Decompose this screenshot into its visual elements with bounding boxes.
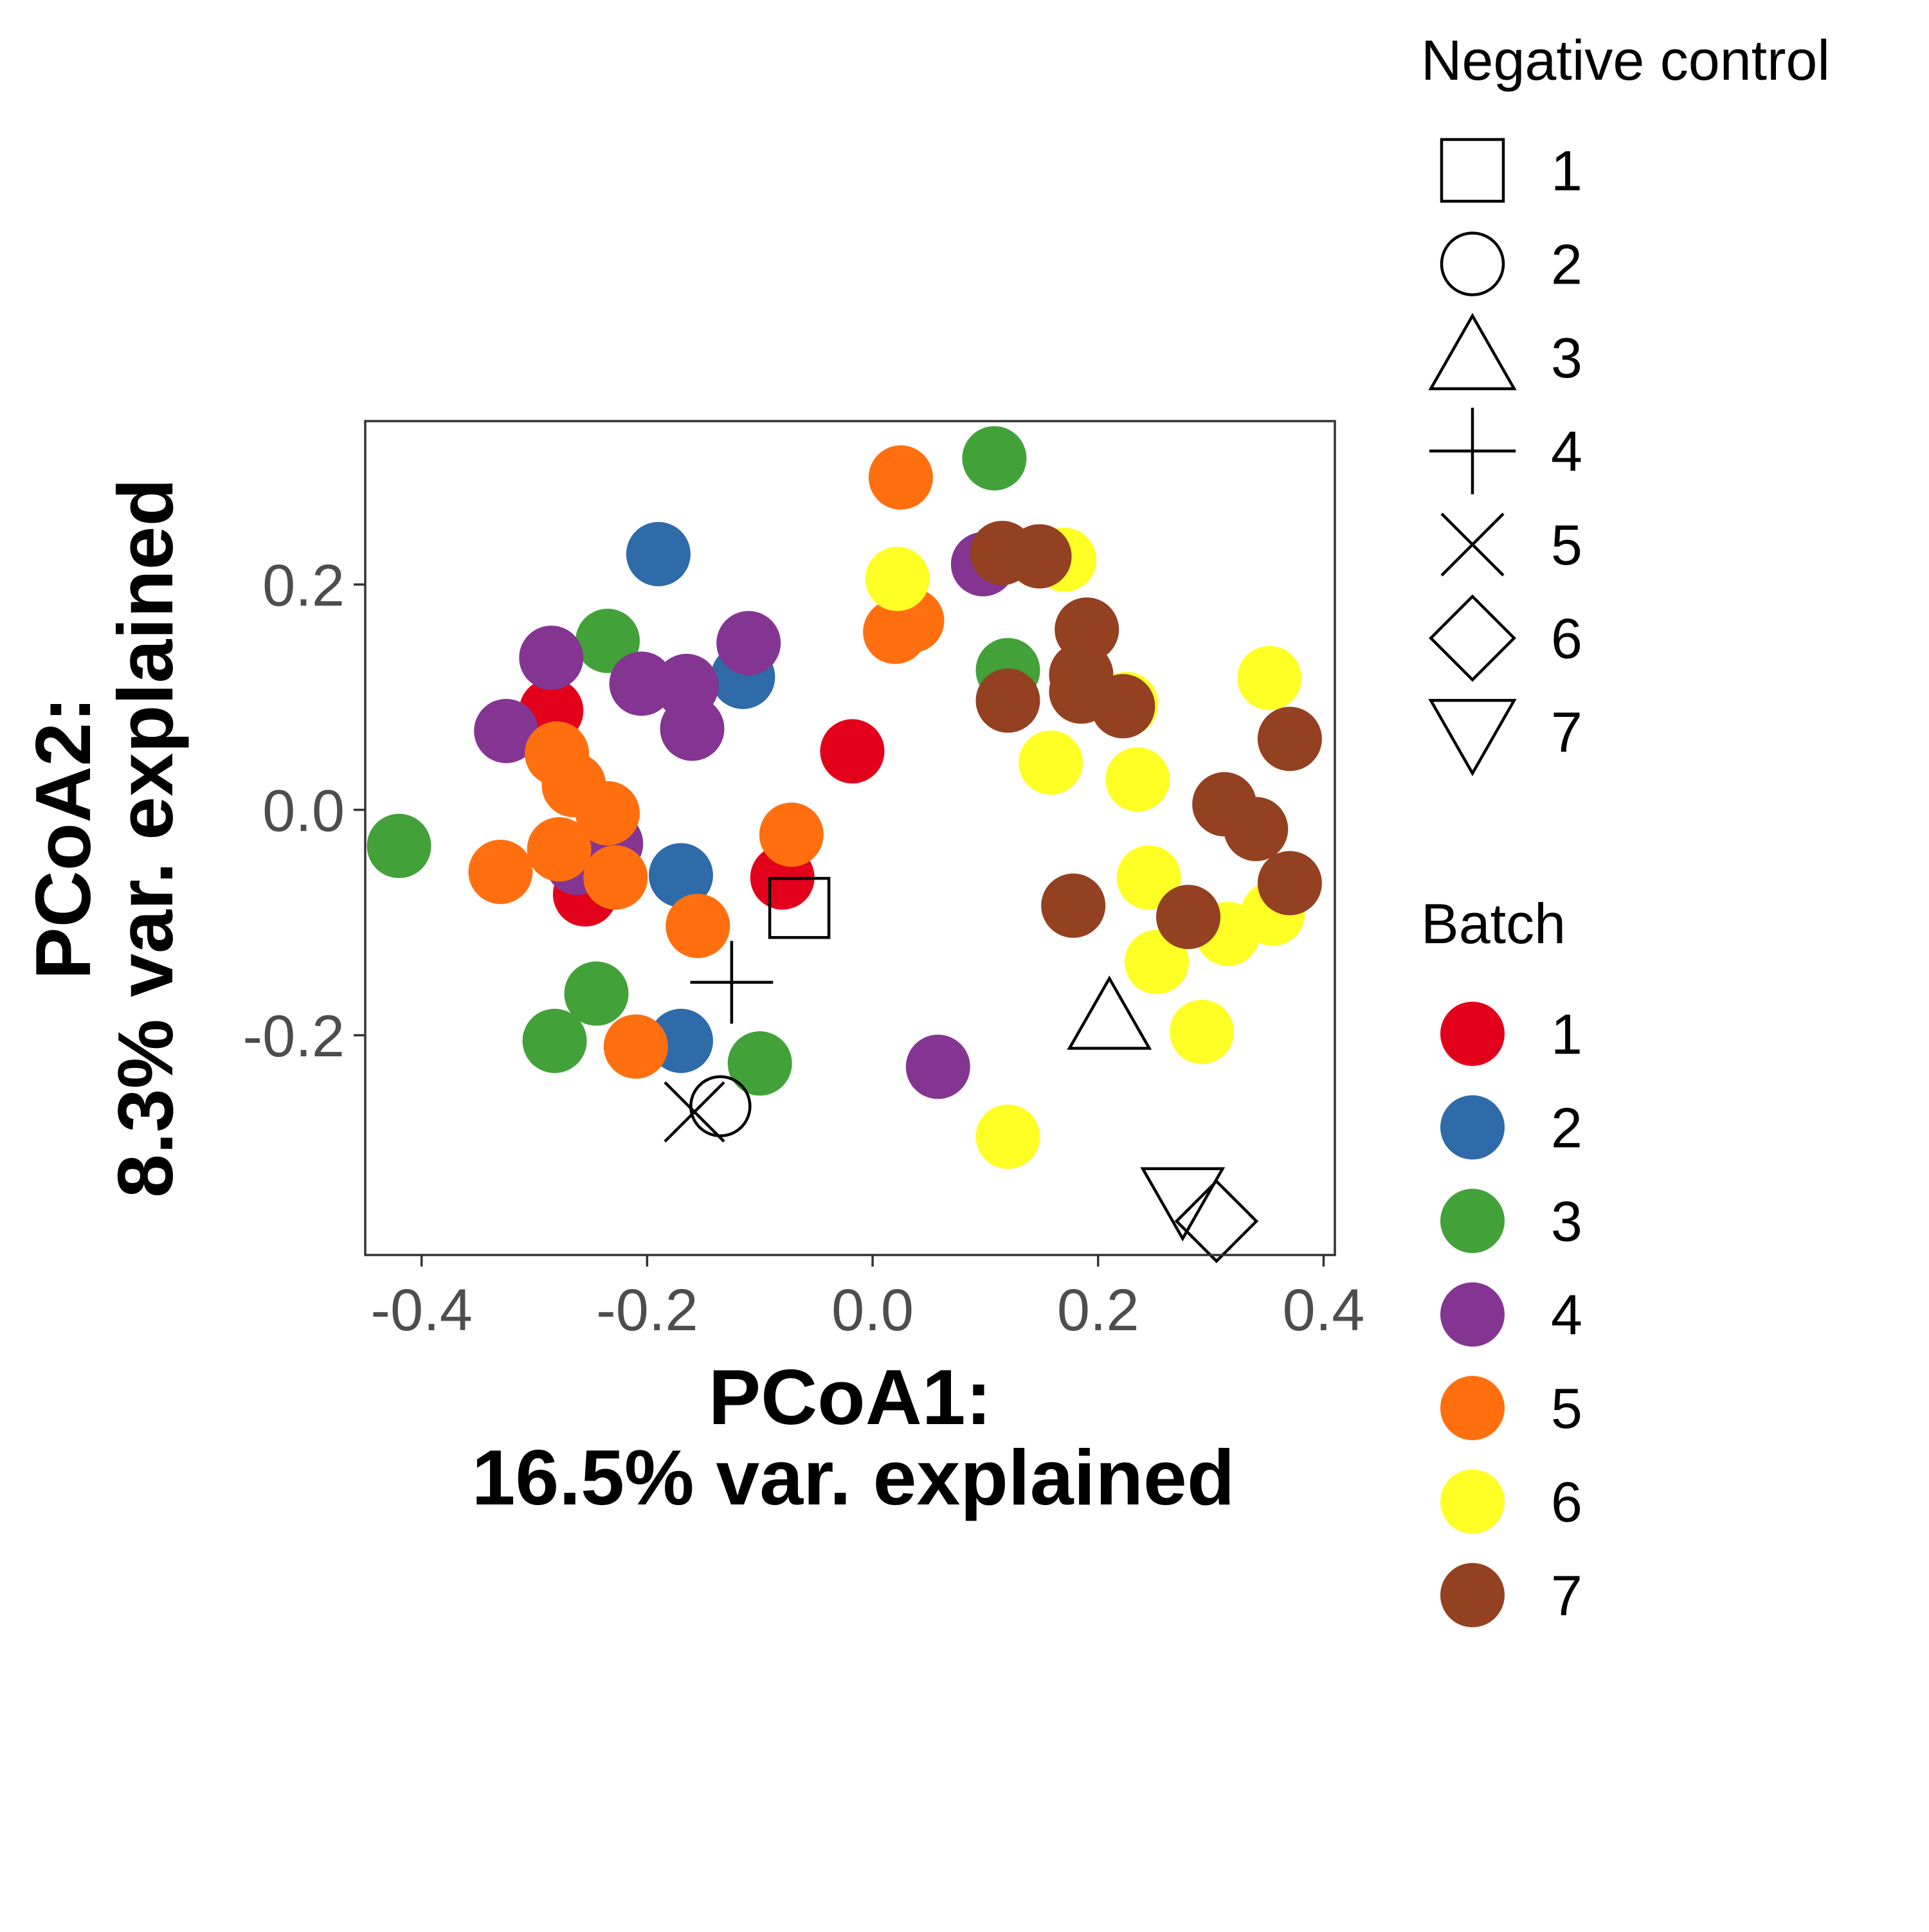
legend-batch-swatch xyxy=(1440,1282,1505,1347)
batch-legend: Batch 1 2 3 4 5 6 7 xyxy=(1421,892,1582,1627)
legend-plus-icon xyxy=(1429,408,1516,494)
point-batch-5 xyxy=(666,894,730,959)
legend-batch-swatch xyxy=(1440,1376,1505,1440)
control-points xyxy=(664,876,1259,1263)
batch-legend-label: 1 xyxy=(1551,1002,1582,1066)
point-batch-7 xyxy=(1091,674,1155,739)
point-batch-4 xyxy=(716,611,781,676)
point-batch-4 xyxy=(660,696,725,761)
x-axis-title-line2: 16.5% var. explained xyxy=(472,1434,1235,1521)
x-tick-label: 0.0 xyxy=(831,1277,914,1343)
point-batch-7 xyxy=(1257,707,1322,772)
batch-legend-title: Batch xyxy=(1421,892,1566,955)
negative-control-legend-label: 6 xyxy=(1551,607,1582,671)
y-tick-label: 0.2 xyxy=(262,553,345,618)
point-batch-3 xyxy=(727,1031,792,1096)
point-batch-5 xyxy=(863,599,928,664)
control-plus-4 xyxy=(690,941,774,1024)
batch-legend-label: 6 xyxy=(1551,1470,1582,1534)
control-square-1 xyxy=(768,876,831,939)
point-batch-5 xyxy=(868,445,933,510)
point-batch-1 xyxy=(820,719,885,784)
legend-batch-swatch xyxy=(1440,1189,1505,1253)
point-batch-6 xyxy=(1170,999,1235,1064)
point-batch-3 xyxy=(564,961,629,1026)
point-batch-7 xyxy=(1257,851,1322,916)
negative-control-legend-label: 1 xyxy=(1551,139,1582,203)
point-batch-6 xyxy=(1105,747,1170,812)
point-batch-5 xyxy=(575,781,640,845)
y-axis-title-line2: 8.3% var. explained xyxy=(102,478,189,1198)
legends: Negative control 1 2 3 4 5 6 7 Batch 1 2 3 4 5 6 7 xyxy=(1421,28,1830,1627)
legend-triangle-up-icon xyxy=(1428,312,1517,390)
point-batch-4 xyxy=(905,1034,970,1099)
plot-panel xyxy=(365,421,1335,1255)
batch-legend-label: 4 xyxy=(1551,1283,1582,1347)
negative-control-legend-label: 5 xyxy=(1551,513,1582,577)
point-batch-6 xyxy=(1116,845,1181,910)
control-triangle-up-3 xyxy=(1067,975,1152,1050)
plot-area xyxy=(364,420,1336,1263)
point-batch-4 xyxy=(519,626,584,691)
legend-diamond-icon xyxy=(1429,594,1516,682)
x-tick-label: 0.2 xyxy=(1057,1277,1139,1343)
point-batch-6 xyxy=(865,546,930,611)
x-tick-label: -0.2 xyxy=(596,1277,698,1343)
legend-circle-icon xyxy=(1440,231,1505,296)
legend-batch-swatch xyxy=(1440,1469,1505,1534)
point-batch-4 xyxy=(474,698,539,763)
point-batch-2 xyxy=(648,843,713,908)
y-tick-label: 0.0 xyxy=(262,779,345,844)
point-batch-6 xyxy=(1019,730,1083,795)
batch-legend-label: 7 xyxy=(1551,1564,1582,1627)
y-axis-title-line1: PCoA2: xyxy=(19,696,107,980)
batch-points xyxy=(367,426,1322,1169)
point-batch-5 xyxy=(468,840,533,905)
legend-cross-icon xyxy=(1440,512,1505,577)
negative-control-legend-label: 7 xyxy=(1551,700,1582,764)
point-batch-7 xyxy=(1007,524,1072,589)
batch-legend-label: 5 xyxy=(1551,1377,1582,1440)
axes: -0.4 -0.2 0.0 0.2 0.4 -0.2 0.0 0.2 PCoA1:16.5% v… xyxy=(19,478,1364,1521)
legend-batch-swatch xyxy=(1440,1563,1505,1627)
negative-control-legend-label: 2 xyxy=(1551,233,1582,296)
point-batch-7 xyxy=(1156,885,1221,950)
control-cross-5 xyxy=(664,1081,725,1143)
control-diamond-6 xyxy=(1174,1179,1259,1263)
point-batch-3 xyxy=(367,813,431,878)
x-axis-title-line1: PCoA1: xyxy=(709,1353,992,1441)
point-batch-5 xyxy=(527,817,592,882)
x-tick-label: -0.4 xyxy=(370,1277,473,1343)
point-batch-6 xyxy=(1237,646,1302,710)
negative-control-legend: Negative control 1 2 3 4 5 6 7 xyxy=(1421,28,1830,777)
point-batch-5 xyxy=(583,845,648,910)
point-batch-2 xyxy=(626,521,691,586)
point-batch-5 xyxy=(603,1014,668,1079)
point-batch-5 xyxy=(759,802,824,867)
legend-batch-swatch xyxy=(1440,1002,1505,1066)
point-batch-7 xyxy=(1041,873,1106,938)
batch-legend-label: 3 xyxy=(1551,1189,1582,1253)
point-batch-6 xyxy=(975,1104,1040,1169)
plot-border xyxy=(364,420,1336,1256)
point-batch-7 xyxy=(1224,797,1289,862)
legend-batch-swatch xyxy=(1440,1095,1505,1160)
legend-square-icon xyxy=(1440,138,1505,203)
x-tick-label: 0.4 xyxy=(1283,1277,1365,1343)
legend-triangle-down-icon xyxy=(1428,699,1517,777)
point-batch-3 xyxy=(522,1008,587,1073)
y-tick-label: -0.2 xyxy=(242,1004,345,1069)
point-batch-7 xyxy=(975,668,1040,733)
batch-legend-label: 2 xyxy=(1551,1096,1582,1160)
control-triangle-down-7 xyxy=(1140,1167,1226,1241)
point-batch-6 xyxy=(1124,930,1189,995)
point-batch-3 xyxy=(962,426,1027,491)
negative-control-legend-label: 4 xyxy=(1551,420,1582,483)
negative-control-legend-title: Negative control xyxy=(1421,28,1830,92)
negative-control-legend-label: 3 xyxy=(1551,326,1582,390)
